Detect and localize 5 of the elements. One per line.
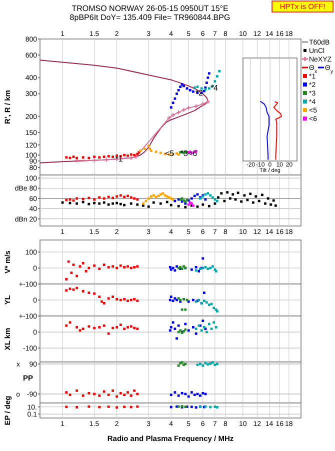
annotation: <5 (165, 149, 175, 158)
annotation: *4 (210, 83, 218, 92)
chart-subtitle: 8pBP6It DoY= 135.409 File= TR960844.BPG (70, 13, 230, 22)
annotation: *1 (115, 154, 124, 164)
chart-title: TROMSO NORWAY 26-05-15 0950UT 15°E (72, 4, 228, 13)
